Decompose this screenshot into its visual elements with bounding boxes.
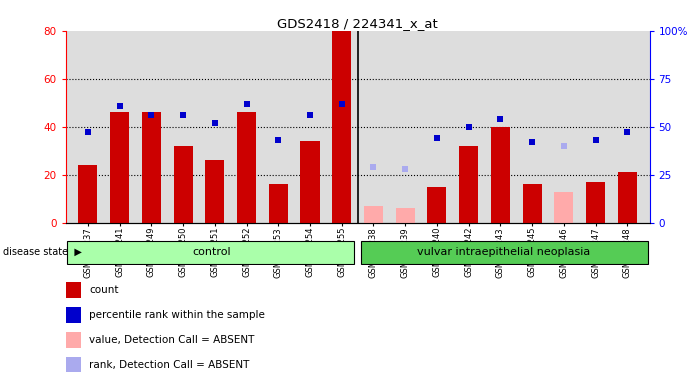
Text: percentile rank within the sample: percentile rank within the sample [89, 310, 265, 320]
Text: count: count [89, 285, 119, 295]
Text: value, Detection Call = ABSENT: value, Detection Call = ABSENT [89, 335, 254, 345]
FancyBboxPatch shape [361, 241, 648, 264]
Bar [491, 127, 510, 223]
Text: rank, Detection Call = ABSENT: rank, Detection Call = ABSENT [89, 360, 249, 370]
Bar [396, 208, 415, 223]
Bar [618, 172, 637, 223]
Bar [459, 146, 478, 223]
Text: vulvar intraepithelial neoplasia: vulvar intraepithelial neoplasia [417, 247, 590, 258]
Bar [586, 182, 605, 223]
Bar [78, 165, 97, 223]
Bar [237, 112, 256, 223]
Title: GDS2418 / 224341_x_at: GDS2418 / 224341_x_at [277, 17, 438, 30]
Bar [332, 31, 351, 223]
Bar [110, 112, 129, 223]
Text: disease state  ▶: disease state ▶ [3, 247, 82, 257]
Bar [142, 112, 161, 223]
Bar [301, 141, 319, 223]
Bar [364, 206, 383, 223]
FancyBboxPatch shape [67, 241, 354, 264]
Bar [205, 161, 225, 223]
Bar [428, 187, 446, 223]
Bar [173, 146, 193, 223]
Bar [269, 184, 287, 223]
Text: control: control [192, 247, 231, 258]
Bar [522, 184, 542, 223]
Bar [554, 192, 574, 223]
